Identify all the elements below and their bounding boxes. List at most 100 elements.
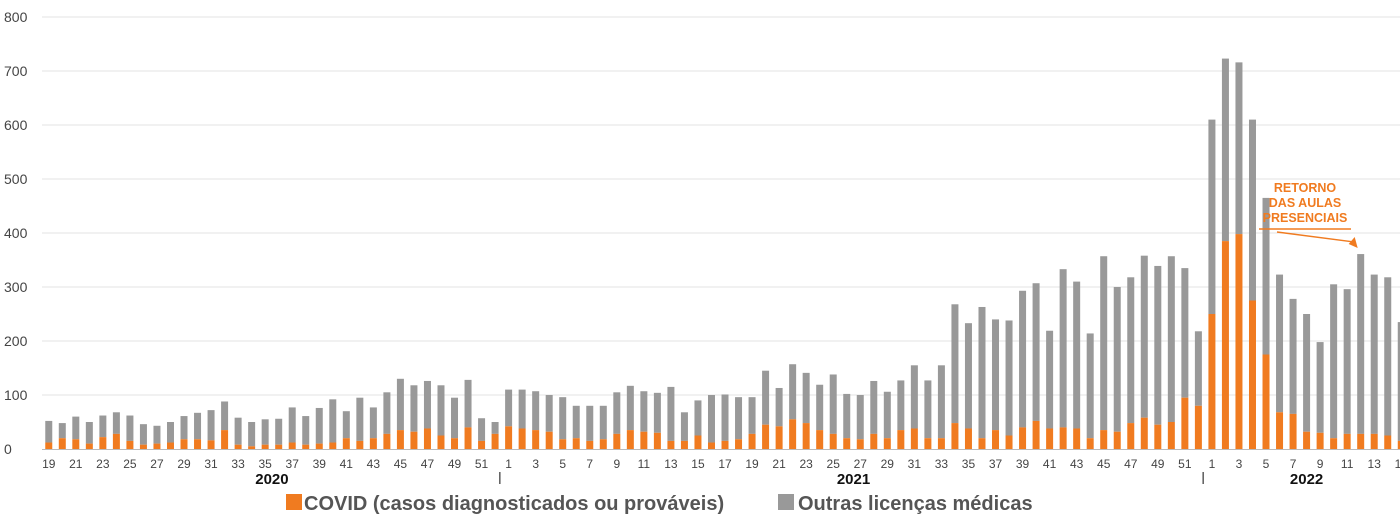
year-label: 2020: [255, 471, 288, 488]
bar-outras: [1316, 342, 1324, 433]
grid-lines: [42, 16, 1400, 396]
x-tick-label: 35: [962, 457, 976, 471]
bar-covid: [667, 440, 675, 449]
bar-covid: [1005, 435, 1013, 449]
x-tick-label: 17: [718, 457, 732, 471]
bar-covid: [383, 433, 391, 449]
bar-covid: [1194, 405, 1202, 449]
bar-outras: [505, 389, 513, 427]
bar-covid: [153, 443, 161, 449]
x-tick-label: 31: [204, 457, 218, 471]
bar-outras: [478, 418, 486, 441]
bar-outras: [829, 374, 837, 434]
bar-covid: [870, 433, 878, 449]
bar-outras: [775, 387, 783, 427]
bar-covid: [1397, 440, 1400, 449]
bar-outras: [275, 418, 283, 445]
bar-outras: [802, 372, 810, 424]
bar-covid: [748, 433, 756, 449]
bar-covid: [1221, 241, 1229, 449]
x-tick-label: 5: [1263, 457, 1270, 471]
bar-outras: [1154, 265, 1162, 425]
x-tick-label: 51: [1178, 457, 1192, 471]
bar-outras: [789, 364, 797, 420]
bar-outras: [545, 395, 553, 432]
x-tick-label: 37: [286, 457, 300, 471]
bar-outras: [1370, 274, 1378, 434]
bar-outras: [1086, 333, 1094, 439]
bar-outras: [180, 416, 188, 440]
bar-outras: [559, 397, 567, 440]
bar-covid: [1316, 432, 1324, 449]
bar-outras: [572, 405, 580, 439]
bar-outras: [1262, 197, 1270, 355]
bar-outras: [680, 412, 688, 441]
y-tick-label: 100: [4, 387, 28, 403]
bar-covid: [1208, 314, 1216, 449]
bar-covid: [99, 437, 107, 449]
bar-covid: [139, 444, 147, 449]
bar-covid: [1357, 433, 1365, 449]
bar-outras: [613, 392, 621, 434]
bar-outras: [1059, 269, 1067, 428]
legend-swatch-outras: [778, 494, 794, 510]
bar-covid: [275, 444, 283, 449]
x-tick-label: 31: [908, 457, 922, 471]
bar-covid: [451, 438, 459, 449]
x-tick-label: 11: [638, 457, 651, 471]
bar-outras: [437, 385, 445, 436]
bar-covid: [437, 435, 445, 449]
bar-covid: [234, 444, 242, 449]
x-tick-label: 21: [772, 457, 786, 471]
bar-outras: [1248, 119, 1256, 301]
bar-outras: [856, 395, 864, 440]
annotation-line-1: RETORNO: [1274, 181, 1337, 195]
x-tick-label: 13: [1368, 457, 1382, 471]
bar-covid: [883, 438, 891, 449]
y-tick-label: 300: [4, 279, 28, 295]
y-tick-label: 500: [4, 171, 28, 187]
bar-covid: [1140, 417, 1148, 449]
bar-outras: [707, 395, 715, 443]
bar-outras: [1100, 256, 1108, 431]
x-tick-label: 23: [799, 457, 813, 471]
bar-covid: [1181, 397, 1189, 449]
bar-outras: [329, 399, 337, 443]
x-tick-label: 9: [1317, 457, 1324, 471]
bar-covid: [992, 430, 1000, 449]
bar-covid: [680, 440, 688, 449]
bar-outras: [897, 380, 905, 431]
bar-covid: [816, 430, 824, 449]
bar-covid: [180, 439, 188, 449]
bar-outras: [667, 386, 675, 441]
bar-outras: [1330, 284, 1338, 439]
bar-outras: [261, 419, 269, 445]
bar-covid: [924, 438, 932, 449]
bar-covid: [288, 442, 296, 449]
bar-covid: [302, 444, 310, 449]
bar-outras: [964, 323, 972, 429]
bar-covid: [72, 439, 80, 449]
bar-covid: [491, 433, 499, 449]
x-tick-label: 39: [313, 457, 327, 471]
bar-outras: [1208, 119, 1216, 314]
x-tick-label: 23: [96, 457, 110, 471]
bar-outras: [234, 417, 242, 445]
bar-outras: [586, 405, 594, 441]
bar-covid: [166, 442, 174, 449]
bar-covid: [58, 438, 66, 449]
bar-covid: [978, 438, 986, 449]
bar-covid: [1167, 422, 1175, 449]
x-tick-label: 47: [421, 457, 435, 471]
bar-covid: [532, 430, 540, 449]
x-tick-label: 47: [1124, 457, 1138, 471]
bar-outras: [72, 416, 80, 440]
bar-outras: [194, 412, 202, 440]
bar-outras: [342, 411, 350, 439]
bar-covid: [586, 440, 594, 449]
bar-covid: [1019, 427, 1027, 449]
bar-covid: [1303, 431, 1311, 449]
x-tick-label: 37: [989, 457, 1003, 471]
bar-covid: [707, 442, 715, 449]
x-tick-label: 15: [1395, 457, 1400, 471]
